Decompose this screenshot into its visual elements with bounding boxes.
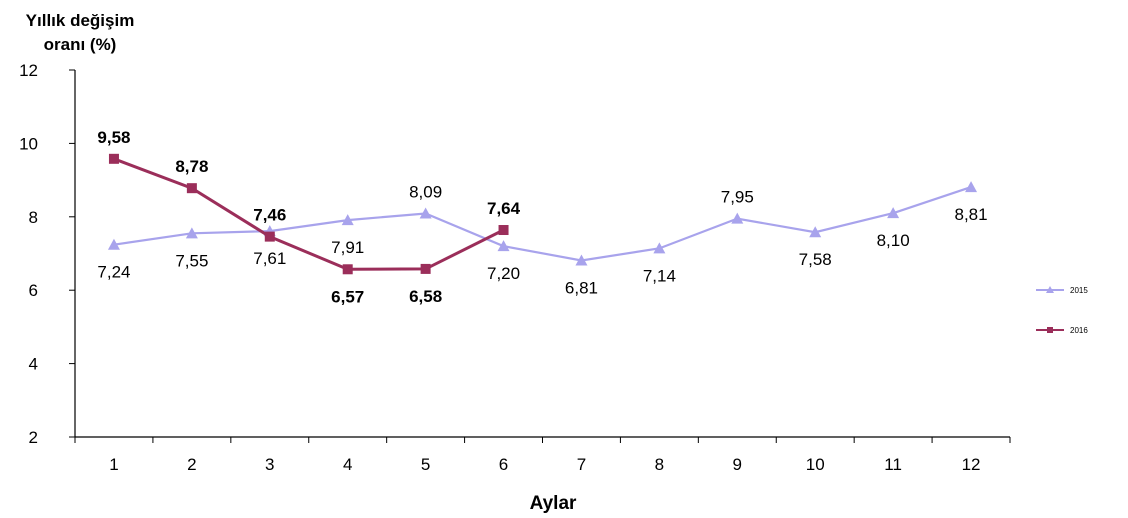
data-label-2015: 8,09 [409, 182, 442, 201]
legend-2016-label: 2016 [1070, 326, 1088, 335]
y-tick-label: 10 [19, 134, 38, 153]
legend-2016-marker [1047, 327, 1053, 333]
series-2016-line [113, 157, 505, 271]
legend-2015-label: 2015 [1070, 286, 1088, 295]
series-2015-point [185, 227, 198, 239]
x-tick-label: 1 [109, 455, 118, 474]
data-label-2016: 6,57 [331, 287, 364, 306]
legend: 2015 2016 [1036, 286, 1088, 335]
series-2016-point [498, 225, 509, 236]
data-label-2015: 7,20 [487, 264, 520, 283]
y-tick-label: 4 [29, 355, 38, 374]
series [107, 153, 978, 275]
x-tick-label: 2 [187, 455, 196, 474]
x-tick-label: 9 [733, 455, 742, 474]
y-tick-label: 6 [29, 281, 38, 300]
y-tick-label: 2 [29, 428, 38, 447]
data-label-2015: 7,14 [643, 266, 676, 285]
x-tick-label: 4 [343, 455, 352, 474]
x-tick-label: 12 [962, 455, 981, 474]
y-tick-label: 8 [29, 208, 38, 227]
series-2015-point [419, 207, 432, 219]
data-label-2015: 7,24 [97, 263, 130, 282]
series-2015-point [965, 181, 978, 193]
series-2015-point [575, 254, 588, 266]
data-label-2015: 7,91 [331, 238, 364, 257]
data-label-2015: 8,10 [877, 231, 910, 250]
data-label-2016: 7,64 [487, 199, 521, 218]
data-label-2015: 8,81 [954, 205, 987, 224]
x-tick-label: 6 [499, 455, 508, 474]
series-2015-point [809, 226, 822, 238]
y-axis-label-line-1: Yıllık değişim [26, 11, 135, 30]
x-tick-label: 8 [655, 455, 664, 474]
x-tick-label: 5 [421, 455, 430, 474]
series-2016-point [186, 183, 197, 194]
data-label-2015: 6,81 [565, 278, 598, 297]
data-label-2016: 9,58 [97, 128, 130, 147]
data-label-2015: 7,61 [253, 249, 286, 268]
y-tick-label: 12 [19, 61, 38, 80]
data-label-2016: 7,46 [253, 206, 286, 225]
series-2015-point [653, 242, 666, 254]
series-2016-point [108, 153, 119, 164]
legend-2015-marker [1046, 286, 1054, 293]
series-2016-point [342, 264, 353, 275]
data-label-2015: 7,58 [799, 250, 832, 269]
series-2015-point [887, 207, 900, 219]
series-2015-point [341, 214, 354, 226]
series-2015-point [107, 238, 120, 250]
data-label-2015: 7,55 [175, 251, 208, 270]
x-tick-label: 10 [806, 455, 825, 474]
series-2015-line [113, 186, 972, 262]
series-2016-point [420, 263, 431, 274]
data-labels: 7,24 7,55 7,61 7,91 8,09 7,20 6,81 7,14 7,95 7,58… [97, 128, 987, 306]
y-axis-label-line-2: oranı (%) [44, 35, 117, 54]
series-2015-point [497, 240, 510, 252]
data-label-2015: 7,95 [721, 188, 754, 207]
x-tick-label: 3 [265, 455, 274, 474]
x-tick-label: 7 [577, 455, 586, 474]
data-label-2016: 6,58 [409, 287, 442, 306]
x-tick-label: 11 [884, 455, 902, 474]
series-2015-point [731, 212, 744, 224]
x-axis-label: Aylar [530, 493, 577, 514]
series-2016-point [264, 231, 275, 242]
data-label-2016: 8,78 [175, 157, 208, 176]
